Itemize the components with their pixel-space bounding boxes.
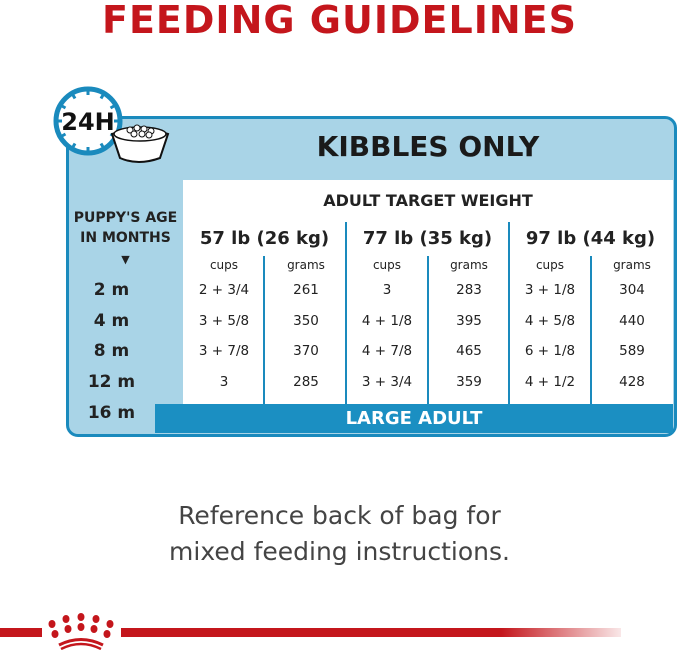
transition-bar: LARGE ADULT xyxy=(155,404,673,433)
page-title: FEEDING GUIDELINES xyxy=(102,0,577,42)
unit-header: cups xyxy=(535,258,565,272)
age-label: 2 m xyxy=(93,280,130,300)
unit-header: grams xyxy=(287,258,325,272)
age-label: 8 m xyxy=(93,341,130,361)
table-cell: 261 xyxy=(293,282,319,298)
unit-header: cups xyxy=(372,258,402,272)
brand-line xyxy=(0,628,42,637)
royal-canin-crown-logo xyxy=(48,613,114,650)
brand-line xyxy=(121,628,621,637)
table-cell: 589 xyxy=(619,343,645,359)
group-divider xyxy=(508,222,510,404)
table-cell: 428 xyxy=(619,374,645,390)
table-cell: 3 xyxy=(382,282,392,298)
table-cell: 3 + 7/8 xyxy=(198,343,250,359)
age-label: 4 m xyxy=(93,311,130,331)
table-cell: 2 + 3/4 xyxy=(198,282,250,298)
table-cell: 4 + 1/8 xyxy=(361,313,413,329)
age-label: 16 m xyxy=(87,403,136,423)
weight-header: 57 lb (26 kg) xyxy=(199,228,330,249)
table-cell: 3 + 3/4 xyxy=(361,374,413,390)
clock-label: 24H xyxy=(61,108,114,136)
note-line: Reference back of bag for xyxy=(178,501,501,530)
table-cell: 304 xyxy=(619,282,645,298)
table-cell: 283 xyxy=(456,282,482,298)
age-header: PUPPY'S AGE IN MONTHS ▼ xyxy=(68,208,183,270)
table-cell: 465 xyxy=(456,343,482,359)
table-cell: 3 + 5/8 xyxy=(198,313,250,329)
table-header: KIBBLES ONLY xyxy=(316,130,540,163)
table-cell: 4 + 7/8 xyxy=(361,343,413,359)
table-cell: 395 xyxy=(456,313,482,329)
age-header-line: PUPPY'S AGE xyxy=(73,210,178,226)
unit-header: cups xyxy=(209,258,239,272)
age-label: 12 m xyxy=(87,372,136,392)
note-line: mixed feeding instructions. xyxy=(169,537,510,566)
clock-bowl-icon: 24H xyxy=(53,86,170,163)
group-divider xyxy=(345,222,347,404)
column-divider xyxy=(263,256,265,404)
table-cell: 285 xyxy=(293,374,319,390)
target-weight-label: ADULT TARGET WEIGHT xyxy=(323,191,533,210)
table-cell: 370 xyxy=(293,343,319,359)
weight-header: 97 lb (44 kg) xyxy=(525,228,656,249)
column-divider xyxy=(590,256,592,404)
table-cell: 359 xyxy=(456,374,482,390)
column-divider xyxy=(427,256,429,404)
unit-header: grams xyxy=(450,258,488,272)
weight-header: 77 lb (35 kg) xyxy=(362,228,493,249)
table-cell: 350 xyxy=(293,313,319,329)
table-cell: 440 xyxy=(619,313,645,329)
table-cell: 4 + 1/2 xyxy=(524,374,576,390)
unit-header: grams xyxy=(613,258,651,272)
table-cell: 6 + 1/8 xyxy=(524,343,576,359)
mixed-feeding-note: Reference back of bag for mixed feeding i… xyxy=(0,498,679,570)
table-cell: 3 + 1/8 xyxy=(524,282,576,298)
age-header-line: IN MONTHS xyxy=(80,230,171,246)
table-cell: 3 xyxy=(219,374,229,390)
down-arrow-icon: ▼ xyxy=(121,253,130,266)
table-cell: 4 + 5/8 xyxy=(524,313,576,329)
